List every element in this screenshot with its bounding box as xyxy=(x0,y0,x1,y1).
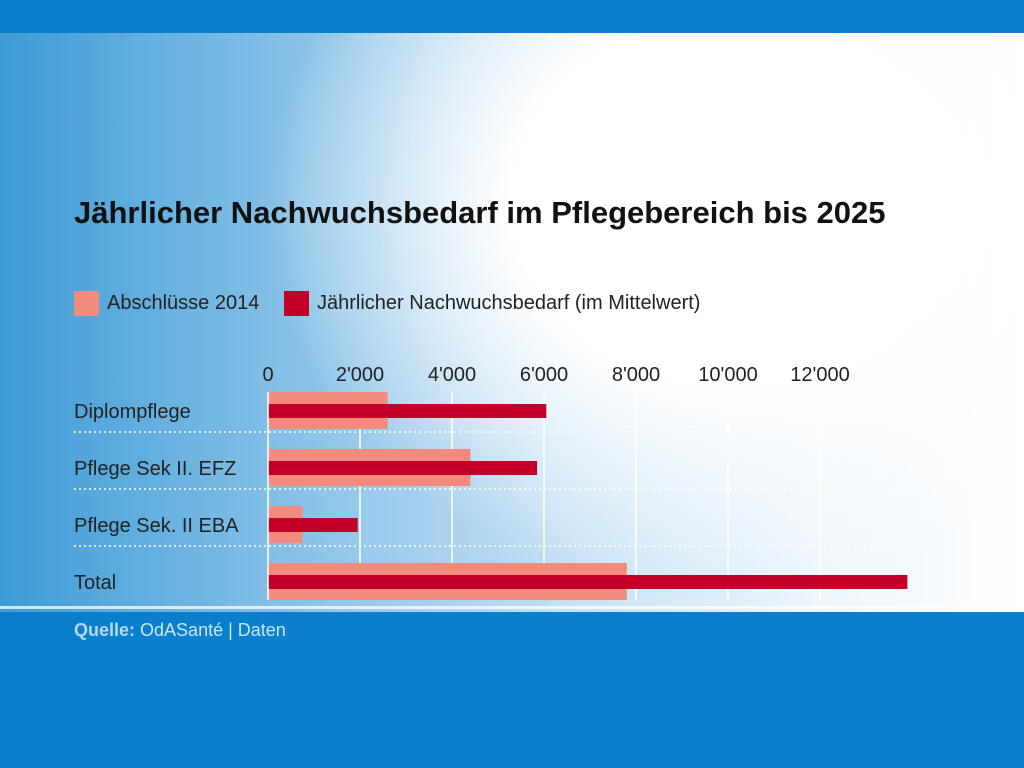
legend-item-abschluesse: Abschlüsse 2014 xyxy=(74,290,259,316)
category-label-3: Total xyxy=(74,572,116,594)
chart-title: Jährlicher Nachwuchsbedarf im Pflegebere… xyxy=(74,195,886,230)
source-label: Quelle: xyxy=(74,620,136,640)
legend-label-abschluesse: Abschlüsse 2014 xyxy=(107,291,260,314)
legend-swatch-nachwuchsbedarf xyxy=(284,290,309,316)
x-tick-label-10000: 10'000 xyxy=(698,364,757,386)
x-tick-label-0: 0 xyxy=(262,364,273,386)
legend-item-nachwuchsbedarf: Jährlicher Nachwuchsbedarf (im Mittelwer… xyxy=(284,290,700,316)
legend-swatch-abschluesse xyxy=(74,290,99,316)
top-band xyxy=(0,0,1024,33)
x-tick-label-12000: 12'000 xyxy=(790,364,849,386)
category-label-1: Pflege Sek II. EFZ xyxy=(74,458,236,480)
source-text: OdASanté | Daten xyxy=(140,620,286,640)
legend-label-nachwuchsbedarf: Jährlicher Nachwuchsbedarf (im Mittelwer… xyxy=(317,291,701,314)
category-label-0: Diplompflege xyxy=(74,401,191,423)
x-tick-label-8000: 8'000 xyxy=(612,364,660,386)
source-line: Quelle: OdASanté | Daten xyxy=(74,620,286,641)
bar-nachwuchsbedarf-1 xyxy=(268,461,538,475)
bar-nachwuchsbedarf-0 xyxy=(268,404,547,418)
bar-nachwuchsbedarf-2 xyxy=(268,518,358,532)
category-label-2: Pflege Sek. II EBA xyxy=(74,515,239,537)
bar-nachwuchsbedarf-3 xyxy=(268,575,908,589)
slide-background xyxy=(0,33,1024,613)
bottom-band xyxy=(0,612,1024,768)
x-tick-label-6000: 6'000 xyxy=(520,364,568,386)
x-tick-label-4000: 4'000 xyxy=(428,364,476,386)
bottom-divider-line xyxy=(0,606,1024,609)
x-tick-label-2000: 2'000 xyxy=(336,364,384,386)
